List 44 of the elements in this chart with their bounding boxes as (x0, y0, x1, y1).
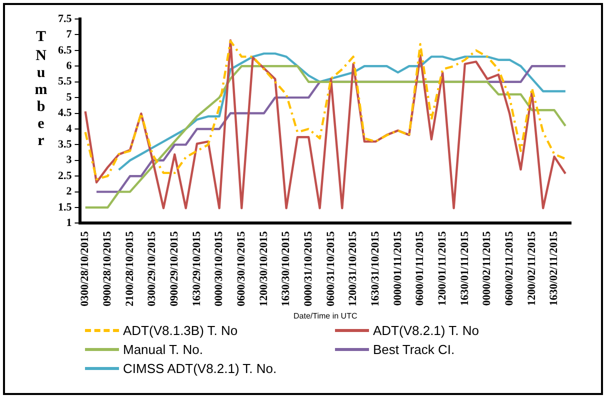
y-tick-label: 4 (66, 122, 72, 135)
x-tick-label: 0000/31/10/2015 (302, 230, 314, 306)
x-tick-label: 0000/01/11/2015 (392, 230, 404, 306)
x-tick-label: 1630/29/10/2015 (190, 230, 203, 306)
x-tick-label: 0300/28/10/2015 (79, 230, 92, 306)
x-tick-label: 0000/30/10/2015 (213, 230, 226, 306)
legend-label: CIMSS ADT(V8.2.1) T. No. (123, 361, 277, 376)
x-tick-label: 1630/30/10/2015 (280, 230, 292, 306)
x-tick-label: 1200/31/10/2015 (347, 230, 360, 306)
x-tick-label: 0600/30/10/2015 (235, 230, 248, 306)
x-axis-title: Date/Time in UTC (294, 311, 358, 320)
y-axis-title: T Number (34, 29, 48, 149)
x-tick-label: 0300/29/10/2015 (146, 230, 158, 306)
y-tick-label: 6 (66, 60, 72, 72)
x-tick-label: 1630/31/10/2015 (369, 230, 382, 306)
x-tick-label: 0000/02/11/2015 (481, 230, 494, 306)
x-tick-label: 1630/02/11/2015 (548, 230, 560, 306)
y-tick-label: 5.5 (58, 76, 72, 88)
y-tick-label: 2 (66, 186, 72, 198)
x-tick-label: 2100/28/10/2015 (124, 230, 136, 306)
y-tick-label: 4.5 (58, 107, 72, 120)
legend-label: Manual T. No. (123, 342, 203, 357)
x-tick-label: 1200/01/11/2015 (436, 230, 448, 306)
y-tick-label: 1 (66, 217, 72, 230)
y-tick-label: 3.5 (58, 138, 72, 151)
legend-label: ADT(V8.1.3B) T. No (123, 323, 238, 338)
x-tick-label: 0600/01/11/2015 (414, 230, 426, 306)
y-tick-label: 6.5 (58, 44, 72, 56)
legend-label: Best Track CI. (373, 342, 455, 357)
y-tick-label: 7 (66, 28, 72, 41)
x-tick-label: 0600/31/10/2015 (324, 230, 337, 306)
x-tick-label: 1200/02/11/2015 (526, 230, 538, 306)
y-tick-label: 7.5 (58, 12, 72, 25)
x-tick-label: 0900/28/10/2015 (102, 230, 114, 306)
x-tick-label: 1630/01/11/2015 (458, 230, 471, 306)
x-tick-label: 1200/30/10/2015 (258, 230, 270, 306)
x-tick-label: 0900/29/10/2015 (168, 230, 180, 306)
y-tick-label: 2.5 (58, 170, 72, 182)
y-tick-label: 5 (66, 91, 72, 104)
y-tick-label: 1.5 (58, 201, 72, 214)
x-tick-label: 0600/02/11/2015 (503, 230, 516, 306)
y-tick-label: 3 (66, 154, 72, 166)
legend-label: ADT(V8.2.1) T. No (373, 323, 479, 338)
line-series (84, 40, 567, 180)
